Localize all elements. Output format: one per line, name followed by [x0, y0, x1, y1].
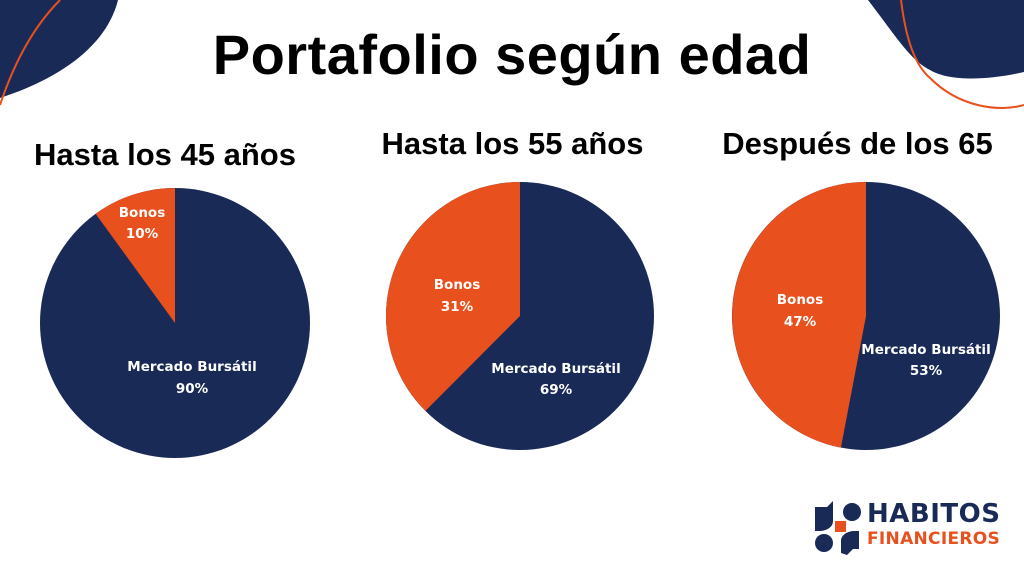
slice-value: 10% [126, 226, 159, 242]
slice-value: 69% [540, 382, 573, 398]
top-left-curve [0, 0, 61, 106]
top-left-blob [0, 0, 118, 98]
slice-label: Bonos [119, 205, 166, 221]
logo-text-habitos: HABITOS [867, 499, 1001, 529]
pie-slice-bonos [386, 182, 520, 411]
logo-icon [815, 501, 861, 555]
slice-value: 53% [910, 363, 943, 379]
top-right-curve [900, 0, 1024, 109]
slice-label: Mercado Bursátil [491, 361, 620, 377]
pie-chart-65: Bonos 47% Mercado Bursátil 53% [732, 182, 1000, 450]
chart-title-65: Después de los 65 [722, 126, 993, 161]
page-title: Portafolio según edad [212, 23, 812, 86]
slice-label: Mercado Bursátil [861, 342, 990, 358]
logo-text-financieros: FINANCIEROS [867, 529, 1001, 549]
slice-label: Bonos [434, 277, 481, 293]
chart-title-55: Hasta los 55 años [381, 126, 644, 161]
pie-slice-bonos [95, 188, 175, 323]
pie-slice-bonos [732, 182, 866, 448]
brand-logo: HABITOS FINANCIEROS [815, 497, 1015, 557]
chart-title-45: Hasta los 45 años [34, 137, 296, 172]
pie-chart-55: Bonos 31% Mercado Bursátil 69% [386, 182, 654, 450]
slice-label: Bonos [777, 292, 824, 308]
slice-value: 90% [176, 381, 209, 397]
top-right-blob [868, 0, 1024, 79]
pie-chart-45: Bonos 10% Mercado Bursátil 90% [40, 188, 310, 458]
slice-label: Mercado Bursátil [127, 359, 256, 375]
slice-value: 31% [441, 299, 474, 315]
slice-value: 47% [784, 314, 817, 330]
